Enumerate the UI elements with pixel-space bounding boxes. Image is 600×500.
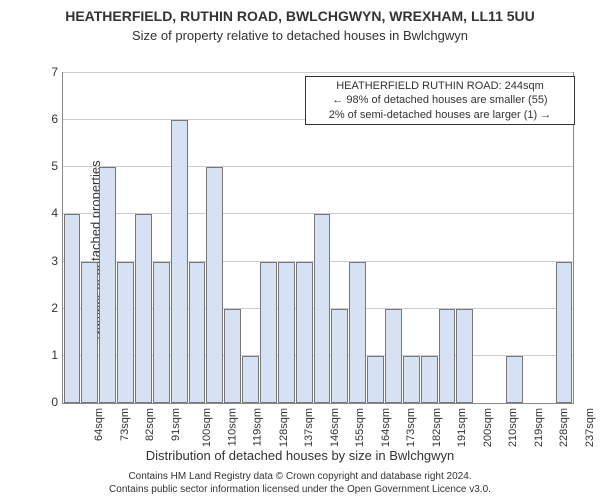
x-tick-label: 219sqm [533, 408, 545, 447]
x-tick-label: 210sqm [507, 408, 519, 447]
y-tick-label: 7 [44, 65, 58, 79]
footer-line-1: Contains HM Land Registry data © Crown c… [0, 470, 600, 483]
histogram-bar [260, 262, 277, 403]
histogram-bar [385, 309, 402, 403]
histogram-bar [296, 262, 313, 403]
histogram-bar [439, 309, 456, 403]
histogram-bar [153, 262, 170, 403]
histogram-bar [135, 214, 152, 403]
annotation-box: HEATHERFIELD RUTHIN ROAD: 244sqm ← 98% o… [305, 76, 575, 125]
histogram-bar [117, 262, 134, 403]
histogram-bar [456, 309, 473, 403]
annotation-line-1: HEATHERFIELD RUTHIN ROAD: 244sqm [310, 79, 570, 93]
x-tick-label: 155sqm [354, 408, 366, 447]
footer-text: Contains HM Land Registry data © Crown c… [0, 470, 600, 496]
y-tick-label: 1 [44, 348, 58, 362]
y-tick-label: 3 [44, 254, 58, 268]
chart-subtitle: Size of property relative to detached ho… [0, 28, 600, 43]
x-tick-label: 110sqm [226, 408, 238, 446]
histogram-bar [189, 262, 206, 403]
histogram-bar [224, 309, 241, 403]
y-tick-label: 0 [44, 395, 58, 409]
histogram-bar [81, 262, 98, 403]
x-tick-label: 182sqm [431, 408, 443, 447]
histogram-bar [99, 167, 116, 403]
chart-title: HEATHERFIELD, RUTHIN ROAD, BWLCHGWYN, WR… [0, 8, 600, 24]
x-tick-label: 173sqm [405, 408, 417, 447]
footer-line-2: Contains public sector information licen… [0, 483, 600, 496]
x-axis-label: Distribution of detached houses by size … [0, 448, 600, 463]
x-tick-label: 91sqm [170, 408, 182, 441]
histogram-bar [278, 262, 295, 403]
x-tick-label: 237sqm [584, 408, 596, 447]
x-tick-label: 146sqm [329, 408, 341, 447]
x-tick-label: 191sqm [456, 408, 468, 447]
x-tick-label: 200sqm [482, 408, 494, 447]
y-tick-label: 5 [44, 159, 58, 173]
chart-container: HEATHERFIELD, RUTHIN ROAD, BWLCHGWYN, WR… [0, 0, 600, 500]
histogram-bar [171, 120, 188, 403]
histogram-bar [421, 356, 438, 403]
x-tick-label: 82sqm [144, 408, 156, 441]
x-tick-label: 64sqm [93, 408, 105, 441]
y-tick-label: 6 [44, 112, 58, 126]
histogram-bar [367, 356, 384, 403]
histogram-bar [206, 167, 223, 403]
x-tick-label: 128sqm [278, 408, 290, 447]
histogram-bar [556, 262, 573, 403]
x-tick-label: 137sqm [303, 408, 315, 447]
y-tick-label: 4 [44, 206, 58, 220]
histogram-bar [242, 356, 259, 403]
histogram-bar [506, 356, 523, 403]
x-tick-label: 100sqm [201, 408, 213, 447]
x-tick-label: 73sqm [119, 408, 131, 441]
histogram-bar [64, 214, 81, 403]
annotation-line-3: 2% of semi-detached houses are larger (1… [310, 108, 570, 122]
x-tick-label: 164sqm [380, 408, 392, 447]
x-tick-label: 228sqm [558, 408, 570, 447]
histogram-bar [314, 214, 331, 403]
histogram-bar [349, 262, 366, 403]
y-tick-label: 2 [44, 301, 58, 315]
x-tick-label: 119sqm [251, 408, 263, 446]
annotation-line-2: ← 98% of detached houses are smaller (55… [310, 93, 570, 107]
histogram-bar [331, 309, 348, 403]
histogram-bar [403, 356, 420, 403]
